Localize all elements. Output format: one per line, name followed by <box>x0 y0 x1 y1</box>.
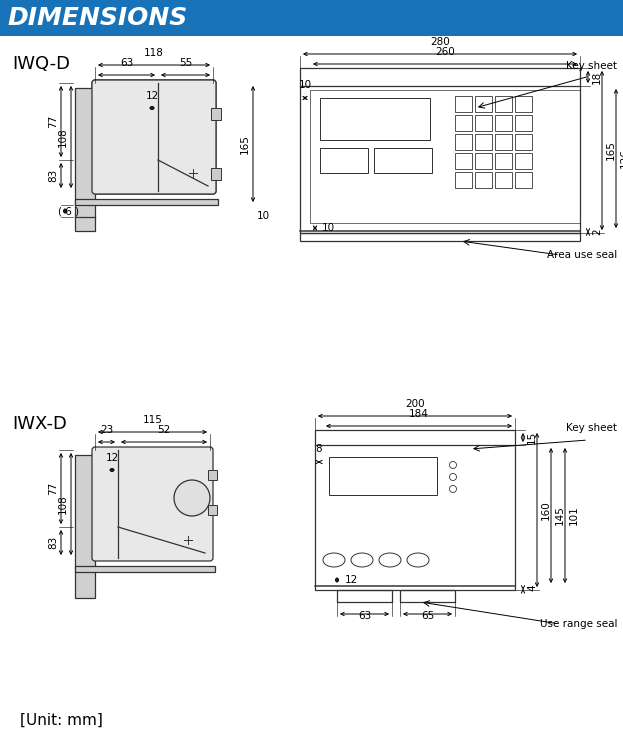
FancyBboxPatch shape <box>92 80 216 194</box>
Bar <box>515 134 532 150</box>
Text: 55: 55 <box>179 58 192 68</box>
Text: Key sheet: Key sheet <box>566 61 617 71</box>
Text: DIMENSIONS: DIMENSIONS <box>7 6 188 30</box>
Bar <box>300 233 580 241</box>
Text: 10: 10 <box>257 211 270 221</box>
Text: 18: 18 <box>592 70 602 84</box>
Bar <box>455 153 472 169</box>
Bar <box>495 134 512 150</box>
Bar <box>320 148 368 173</box>
Text: 8: 8 <box>316 444 322 454</box>
Text: 260: 260 <box>435 47 455 57</box>
Bar <box>211 168 221 180</box>
Text: 23: 23 <box>100 425 113 435</box>
Bar <box>475 153 492 169</box>
Bar <box>208 470 217 480</box>
Text: 4: 4 <box>527 585 537 592</box>
Text: 115: 115 <box>143 415 163 425</box>
Bar <box>320 98 430 140</box>
Bar <box>475 172 492 188</box>
Text: 145: 145 <box>555 506 565 525</box>
Text: 108: 108 <box>58 127 68 147</box>
Text: 280: 280 <box>430 37 450 47</box>
Circle shape <box>174 480 210 516</box>
Bar <box>0 0 623 36</box>
Bar <box>75 566 215 572</box>
Bar <box>300 68 580 233</box>
Bar <box>475 115 492 131</box>
Bar <box>455 115 472 131</box>
Text: Area use seal: Area use seal <box>547 250 617 260</box>
Text: 65: 65 <box>421 611 434 621</box>
Text: 83: 83 <box>48 169 58 182</box>
Bar <box>310 90 580 223</box>
Text: IWX-D: IWX-D <box>12 415 67 433</box>
Bar <box>208 505 217 515</box>
Text: 12: 12 <box>345 575 358 585</box>
Text: 108: 108 <box>58 494 68 514</box>
Text: 63: 63 <box>120 58 133 68</box>
Text: 10: 10 <box>298 80 312 90</box>
Text: 15: 15 <box>527 431 537 444</box>
Text: 12: 12 <box>145 91 159 101</box>
Bar <box>455 172 472 188</box>
Text: Key sheet: Key sheet <box>566 423 617 433</box>
Text: 83: 83 <box>48 536 58 549</box>
Bar <box>495 115 512 131</box>
Bar <box>337 590 392 602</box>
Text: 184: 184 <box>409 409 429 419</box>
Bar <box>515 115 532 131</box>
Bar <box>374 148 432 173</box>
Text: IWQ-D: IWQ-D <box>12 55 70 73</box>
FancyBboxPatch shape <box>92 80 216 194</box>
Text: 101: 101 <box>569 506 579 525</box>
Bar <box>455 134 472 150</box>
Text: 12: 12 <box>105 453 118 463</box>
Text: ( 6 ): ( 6 ) <box>59 206 80 216</box>
Text: 126: 126 <box>620 149 623 168</box>
Text: 2: 2 <box>592 229 602 236</box>
Text: Use range seal: Use range seal <box>540 619 617 629</box>
Text: 165: 165 <box>606 141 616 160</box>
Bar <box>455 96 472 112</box>
Bar <box>400 590 455 602</box>
Text: 77: 77 <box>48 115 58 128</box>
Bar <box>75 455 95 598</box>
Text: 77: 77 <box>48 482 58 495</box>
Bar <box>495 153 512 169</box>
Bar <box>515 172 532 188</box>
Bar <box>495 96 512 112</box>
Bar <box>475 134 492 150</box>
Bar <box>211 108 221 120</box>
Text: [Unit: mm]: [Unit: mm] <box>20 713 103 728</box>
FancyBboxPatch shape <box>92 447 213 561</box>
Text: 10: 10 <box>322 223 335 233</box>
Bar <box>495 172 512 188</box>
Text: 63: 63 <box>358 611 371 621</box>
Bar <box>515 96 532 112</box>
Bar <box>315 430 515 590</box>
Text: 52: 52 <box>158 425 171 435</box>
Bar <box>329 457 437 495</box>
Bar <box>515 153 532 169</box>
Bar <box>475 96 492 112</box>
Text: 160: 160 <box>541 500 551 520</box>
Text: 118: 118 <box>144 48 164 58</box>
Text: 200: 200 <box>405 399 425 409</box>
Bar <box>75 199 218 205</box>
Text: 165: 165 <box>240 134 250 154</box>
Bar <box>75 88 95 231</box>
